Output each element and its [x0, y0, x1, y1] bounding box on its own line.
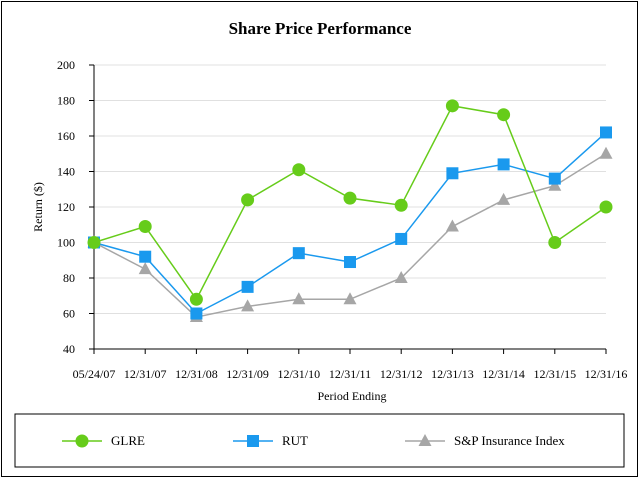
x-tick-label-2: 12/31/08	[175, 367, 218, 381]
data-point-12/31/07	[138, 220, 152, 234]
data-point-12/31/14	[497, 158, 510, 171]
data-point-12/31/10	[292, 247, 305, 260]
legend-marker	[418, 434, 432, 446]
series-glre	[87, 99, 613, 306]
y-tick-label-200: 200	[57, 58, 75, 72]
data-point-12/31/10	[292, 292, 306, 305]
data-point-12/31/13	[445, 219, 459, 232]
y-tick-label-160: 160	[57, 129, 75, 143]
x-tick-label-9: 12/31/15	[533, 367, 576, 381]
data-point-12/31/11	[344, 256, 356, 269]
y-tick-label-60: 60	[63, 307, 75, 321]
data-point-12/31/15	[548, 236, 562, 249]
y-tick-label-100: 100	[57, 236, 75, 250]
x-tick-label-0: 05/24/07	[73, 367, 116, 381]
data-point-12/31/10	[292, 163, 306, 177]
data-point-12/31/13	[445, 99, 459, 113]
series-layer	[87, 99, 613, 323]
data-point-12/31/09	[241, 280, 254, 293]
series-rut	[88, 126, 612, 320]
data-point-12/31/16	[599, 146, 613, 159]
data-point-12/31/11	[343, 292, 357, 305]
legend-marker	[247, 435, 259, 447]
data-point-12/31/12	[394, 198, 408, 212]
data-point-12/31/09	[241, 299, 255, 312]
legend-label: RUT	[282, 433, 308, 448]
series-line	[93, 131, 607, 315]
data-point-12/31/12	[395, 232, 408, 245]
y-tick-label-80: 80	[63, 271, 75, 285]
x-tick-label-7: 12/31/13	[431, 367, 474, 381]
y-tick-label-180: 180	[57, 94, 75, 108]
legend-label: GLRE	[111, 433, 145, 448]
y-tick-label-140: 140	[57, 165, 75, 179]
x-tick-label-3: 12/31/09	[226, 367, 269, 381]
y-axis-ticks: 40 60 80 100 120 140 160 180 200	[57, 58, 94, 356]
data-point-12/31/14	[497, 108, 511, 122]
legend: GLRE RUT S&P Insurance Index	[62, 433, 565, 448]
data-point-12/31/16	[599, 200, 613, 214]
data-point-12/31/15	[548, 172, 561, 185]
x-tick-label-5: 12/31/11	[329, 367, 371, 381]
data-point-12/31/12	[394, 271, 408, 283]
data-point-12/31/08	[190, 307, 203, 320]
data-point-12/31/09	[241, 193, 255, 207]
data-point-12/31/11	[343, 191, 357, 205]
data-point-05/24/07	[87, 236, 101, 249]
data-point-12/31/07	[139, 250, 152, 263]
x-tick-label-1: 12/31/07	[124, 367, 167, 381]
legend-item-rut: RUT	[233, 433, 308, 448]
chart-title: Share Price Performance	[229, 19, 412, 38]
legend-label: S&P Insurance Index	[454, 433, 565, 448]
x-tick-label-8: 12/31/14	[482, 367, 525, 381]
y-tick-label-120: 120	[57, 200, 75, 214]
legend-marker	[75, 434, 89, 448]
x-tick-label-6: 12/31/12	[380, 367, 423, 381]
x-tick-label-10: 12/31/16	[585, 367, 628, 381]
data-point-12/31/07	[138, 262, 152, 275]
legend-item-glre: GLRE	[62, 433, 145, 448]
data-point-12/31/16	[600, 126, 612, 139]
x-tick-label-4: 12/31/10	[277, 367, 320, 381]
legend-item-s-p-insurance-index: S&P Insurance Index	[405, 433, 565, 448]
y-axis-label: Return ($)	[31, 182, 45, 232]
data-point-12/31/08	[189, 292, 203, 306]
x-axis-label: Period Ending	[318, 389, 387, 403]
legend-box	[14, 413, 625, 468]
data-point-12/31/15	[548, 178, 562, 191]
data-point-12/31/14	[497, 192, 511, 205]
y-tick-label-40: 40	[63, 342, 75, 356]
data-point-12/31/13	[446, 167, 459, 180]
x-axis-ticks: 05/24/07 12/31/07 12/31/08 12/31/09 12/31/10…	[73, 349, 628, 381]
grid	[94, 64, 606, 314]
